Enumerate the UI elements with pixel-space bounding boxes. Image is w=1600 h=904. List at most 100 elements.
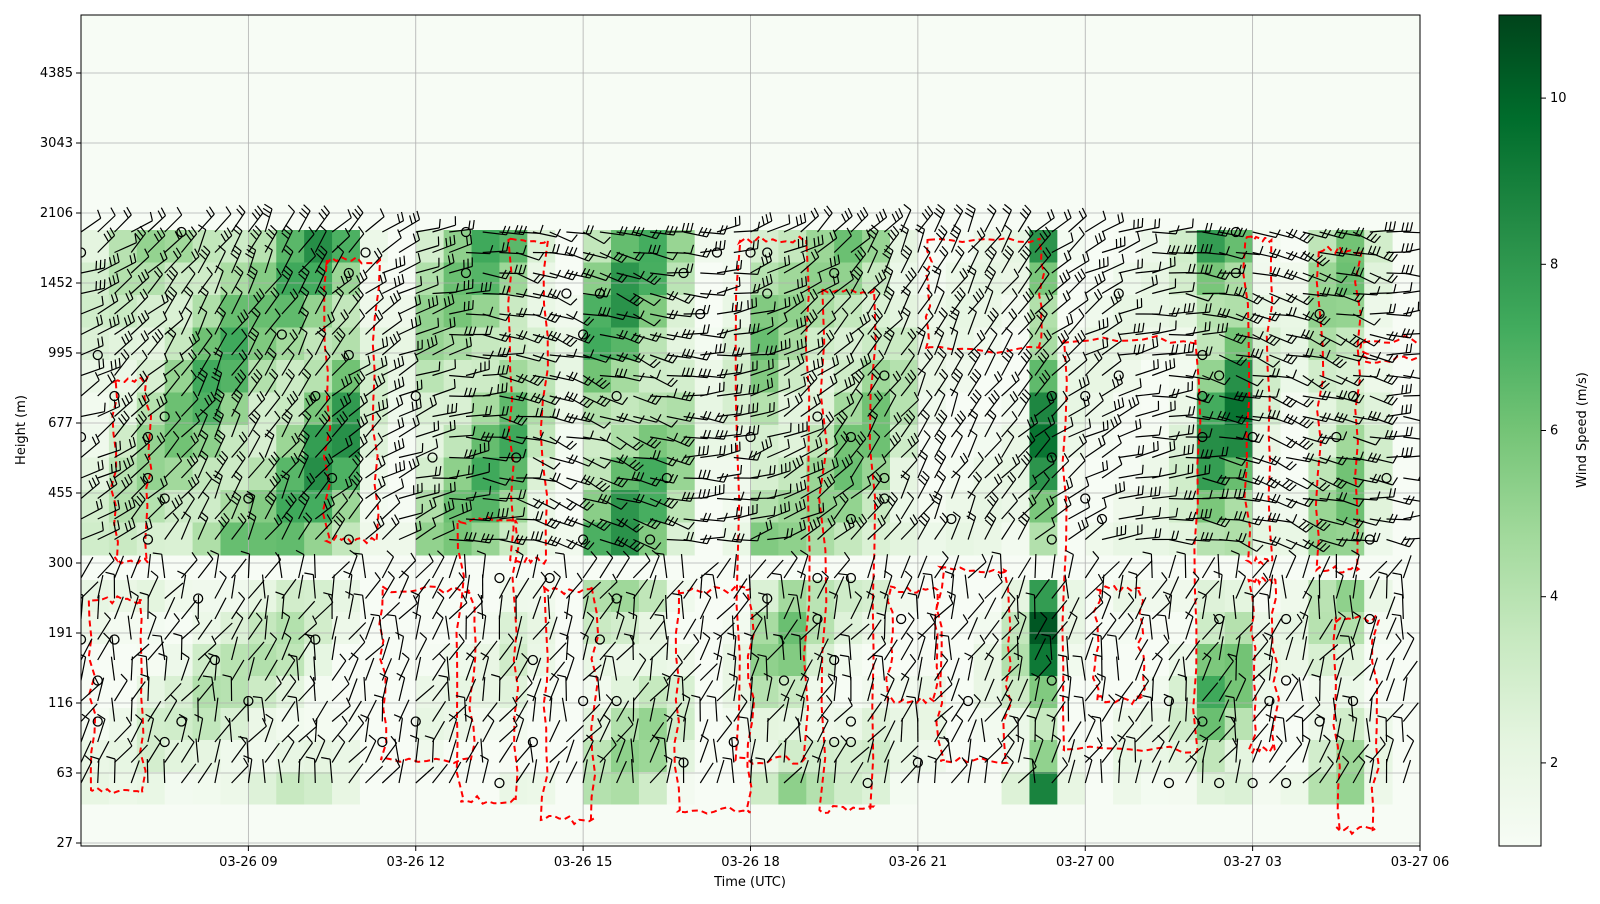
heatmap-cell bbox=[778, 676, 806, 709]
colorbar-tick-label: 4 bbox=[1550, 590, 1558, 605]
heatmap-cell bbox=[1253, 580, 1281, 613]
heatmap-cell bbox=[165, 772, 193, 805]
heatmap-cell bbox=[444, 490, 472, 523]
heatmap-cell bbox=[1281, 676, 1309, 709]
heatmap-cell bbox=[1253, 263, 1281, 296]
heatmap-cell bbox=[862, 772, 890, 805]
heatmap-cell bbox=[611, 425, 639, 458]
heatmap-cell bbox=[388, 772, 416, 805]
heatmap-cell bbox=[1336, 458, 1364, 491]
heatmap-cell bbox=[1225, 425, 1253, 458]
heatmap-cell bbox=[639, 644, 667, 677]
heatmap-cell bbox=[834, 523, 862, 556]
heatmap-cell bbox=[890, 580, 918, 613]
heatmap-cell bbox=[109, 676, 137, 709]
heatmap-cell bbox=[946, 393, 974, 426]
heatmap-cell bbox=[165, 523, 193, 556]
heatmap-cell bbox=[1141, 708, 1169, 741]
heatmap-cell bbox=[918, 644, 946, 677]
heatmap-cell bbox=[1308, 676, 1336, 709]
heatmap-cell bbox=[1057, 740, 1085, 773]
heatmap-cell bbox=[862, 612, 890, 645]
heatmap-cell bbox=[499, 328, 527, 361]
heatmap-cell bbox=[639, 612, 667, 645]
heatmap-cell bbox=[667, 490, 695, 523]
heatmap-cell bbox=[444, 295, 472, 328]
y-tick-label: 1452 bbox=[40, 276, 73, 291]
colorbar bbox=[1499, 15, 1541, 846]
heatmap-cell bbox=[751, 230, 779, 263]
heatmap-cell bbox=[890, 295, 918, 328]
heatmap-cell bbox=[834, 772, 862, 805]
heatmap-cell bbox=[695, 393, 723, 426]
heatmap-cell bbox=[1336, 263, 1364, 296]
heatmap-cell bbox=[862, 425, 890, 458]
heatmap-cell bbox=[220, 523, 248, 556]
heatmap-cell bbox=[248, 580, 276, 613]
heatmap-cell bbox=[834, 393, 862, 426]
heatmap-cell bbox=[248, 772, 276, 805]
wind-barb bbox=[1202, 759, 1203, 783]
heatmap-cell bbox=[1197, 676, 1225, 709]
heatmap-cell bbox=[667, 612, 695, 645]
heatmap-cell bbox=[1336, 490, 1364, 523]
heatmap-cell bbox=[220, 772, 248, 805]
heatmap-cell bbox=[555, 740, 583, 773]
heatmap-cell bbox=[137, 772, 165, 805]
heatmap-cell bbox=[1364, 644, 1392, 677]
heatmap-cell bbox=[639, 490, 667, 523]
heatmap-cell bbox=[1113, 230, 1141, 263]
heatmap-cell bbox=[751, 644, 779, 677]
heatmap-cell bbox=[1364, 295, 1392, 328]
heatmap-cell bbox=[974, 523, 1002, 556]
heatmap-cell bbox=[611, 740, 639, 773]
heatmap-cell bbox=[723, 772, 751, 805]
heatmap-cell bbox=[1113, 360, 1141, 393]
heatmap-cell bbox=[1308, 580, 1336, 613]
heatmap-cell bbox=[276, 580, 304, 613]
x-tick-label: 03-26 09 bbox=[219, 855, 277, 870]
wind-barb bbox=[248, 698, 249, 722]
heatmap-cell bbox=[1085, 708, 1113, 741]
heatmap-cell bbox=[639, 393, 667, 426]
heatmap-cell bbox=[583, 740, 611, 773]
heatmap-cell bbox=[220, 612, 248, 645]
heatmap-cell bbox=[555, 708, 583, 741]
heatmap-cell bbox=[165, 580, 193, 613]
heatmap-cell bbox=[751, 772, 779, 805]
heatmap-cell bbox=[304, 644, 332, 677]
heatmap-cell bbox=[946, 523, 974, 556]
heatmap-cell bbox=[304, 523, 332, 556]
heatmap-cell bbox=[360, 295, 388, 328]
x-axis-label: Time (UTC) bbox=[713, 875, 786, 890]
heatmap-cell bbox=[472, 230, 500, 263]
x-tick-label: 03-26 12 bbox=[387, 855, 445, 870]
heatmap-cell bbox=[1253, 772, 1281, 805]
heatmap-cell bbox=[1336, 425, 1364, 458]
heatmap-cell bbox=[304, 676, 332, 709]
heatmap-cell bbox=[304, 772, 332, 805]
heatmap-cell bbox=[1364, 612, 1392, 645]
heatmap-cell bbox=[695, 708, 723, 741]
x-tick-label: 03-27 00 bbox=[1056, 855, 1114, 870]
heatmap-cell bbox=[332, 644, 360, 677]
heatmap-cell bbox=[1085, 772, 1113, 805]
heatmap-cell bbox=[1141, 360, 1169, 393]
heatmap-cell bbox=[1225, 644, 1253, 677]
heatmap-cell bbox=[1281, 772, 1309, 805]
heatmap-cell bbox=[1085, 360, 1113, 393]
heatmap-cell bbox=[918, 523, 946, 556]
heatmap-cell bbox=[695, 676, 723, 709]
heatmap-cell bbox=[1085, 458, 1113, 491]
heatmap-cell bbox=[499, 708, 527, 741]
y-tick-label: 300 bbox=[48, 556, 73, 571]
heatmap-cell bbox=[388, 263, 416, 296]
heatmap-cell bbox=[890, 772, 918, 805]
heatmap-cell bbox=[1253, 490, 1281, 523]
heatmap-cell bbox=[527, 708, 555, 741]
heatmap-cell bbox=[304, 295, 332, 328]
colorbar-tick-label: 8 bbox=[1550, 257, 1558, 272]
heatmap-cell bbox=[472, 740, 500, 773]
heatmap-cell bbox=[248, 708, 276, 741]
